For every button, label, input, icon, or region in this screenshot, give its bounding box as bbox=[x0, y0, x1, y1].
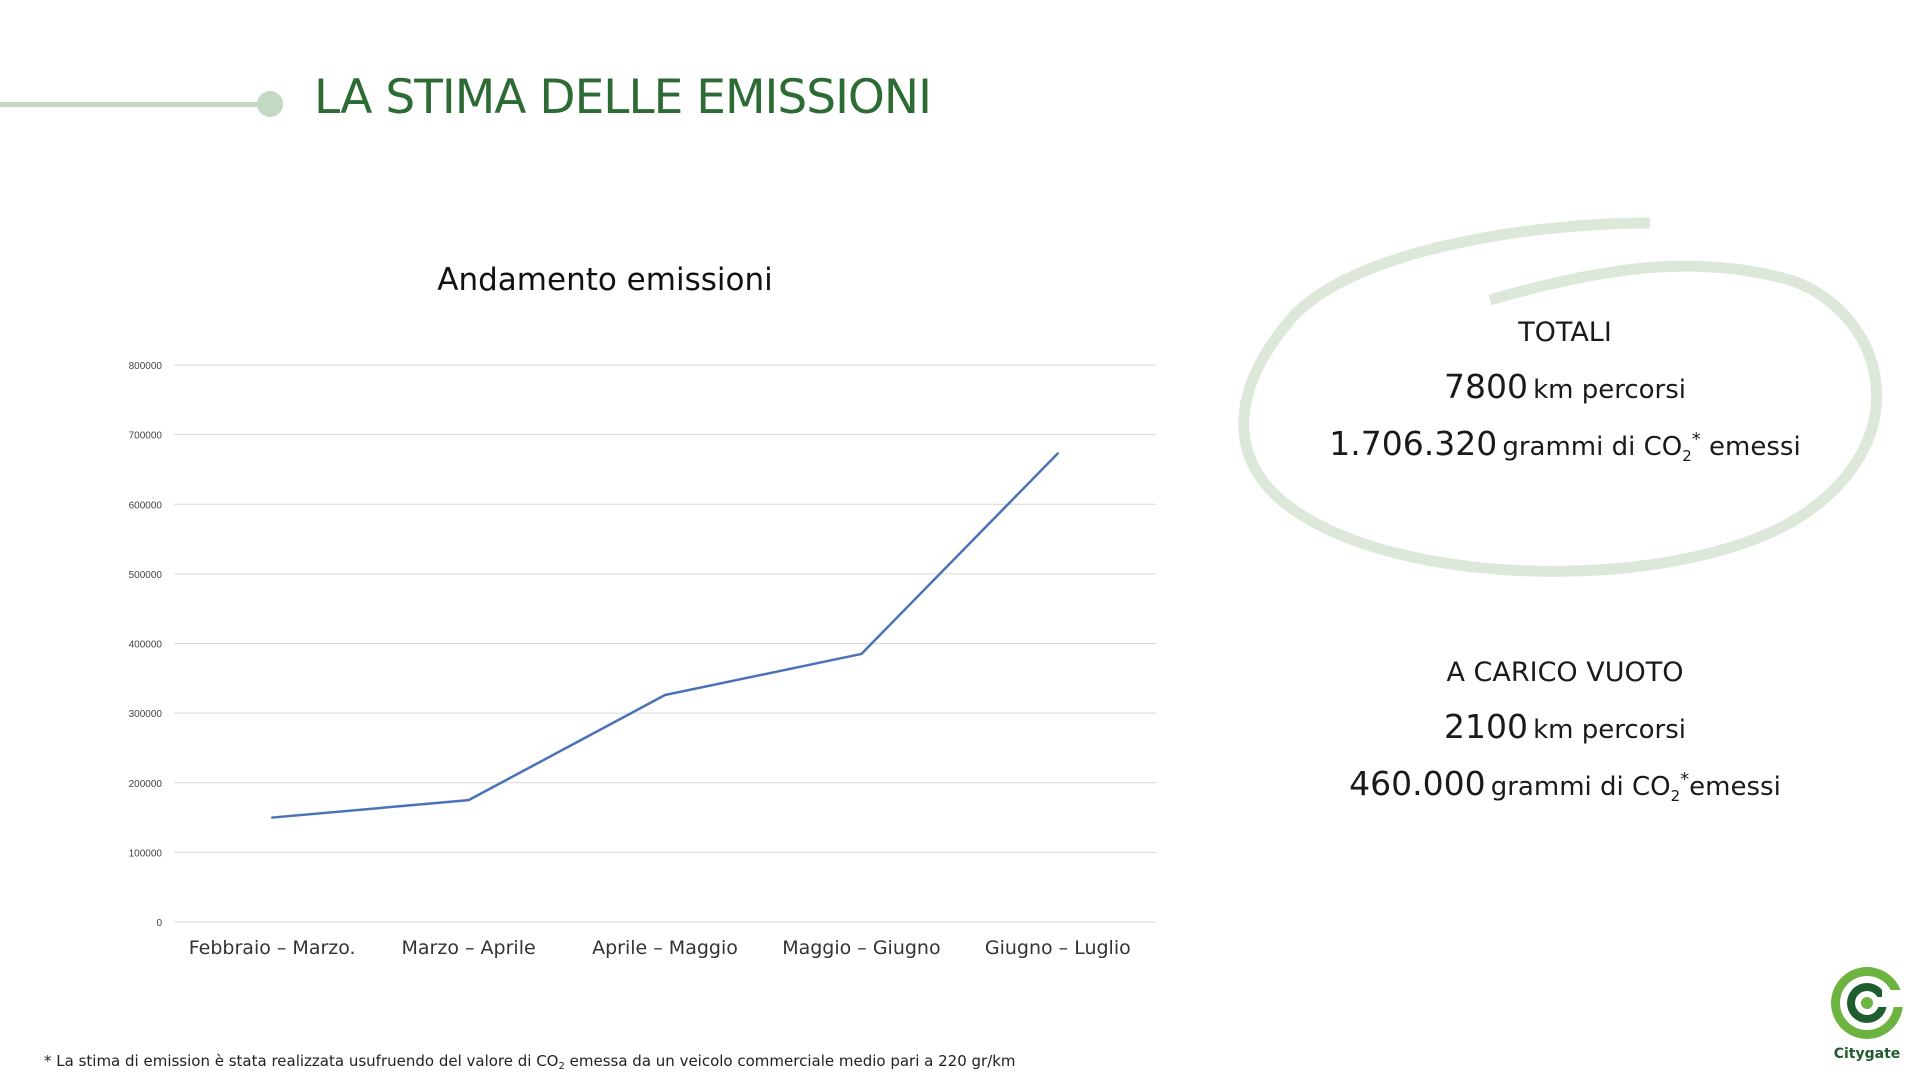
emissions-line-chart: 0 100000 200000 300000 400000 500000 600000 700… bbox=[129, 361, 1156, 959]
data-point bbox=[271, 816, 274, 819]
empty-load-block: A CARICO VUOTO 2100 km percorsi 460.000 … bbox=[1310, 659, 1820, 804]
data-point bbox=[1056, 452, 1060, 455]
empty-load-grams-value: 460.000 bbox=[1349, 764, 1486, 803]
empty-load-km-line: 2100 km percorsi bbox=[1310, 710, 1820, 743]
totals-grams-label: grammi di CO bbox=[1502, 432, 1683, 462]
x-tick-label: Maggio – Giugno bbox=[782, 937, 940, 959]
y-tick-label: 300000 bbox=[129, 709, 163, 720]
title-decoration-dot bbox=[257, 91, 283, 117]
totals-block: TOTALI 7800 km percorsi 1.706.320 grammi… bbox=[1310, 319, 1820, 464]
y-tick-label: 400000 bbox=[129, 640, 163, 651]
y-tick-label: 500000 bbox=[129, 570, 163, 581]
x-tick-label: Giugno – Luglio bbox=[985, 937, 1131, 959]
y-tick-label: 100000 bbox=[129, 848, 163, 859]
totals-co2-subscript: 2 bbox=[1682, 447, 1692, 465]
totals-grams-value: 1.706.320 bbox=[1329, 424, 1498, 463]
x-tick-label: Marzo – Aprile bbox=[402, 937, 536, 959]
totals-km-label: km percorsi bbox=[1533, 375, 1686, 405]
citygate-logo-text: Citygate bbox=[1833, 1046, 1901, 1062]
page-title: LA STIMA DELLE EMISSIONI bbox=[314, 70, 932, 125]
y-tick-label: 200000 bbox=[129, 779, 163, 790]
totals-asterisk: * bbox=[1691, 429, 1701, 450]
title-decoration-line bbox=[0, 102, 262, 107]
citygate-logo: Citygate bbox=[1824, 962, 1910, 1062]
stats-ellipse-decoration bbox=[1238, 217, 1883, 577]
empty-load-grams-suffix: emessi bbox=[1689, 772, 1781, 802]
y-tick-label: 800000 bbox=[129, 361, 163, 372]
x-tick-label: Febbraio – Marzo. bbox=[189, 937, 356, 959]
empty-load-grams-label: grammi di CO bbox=[1490, 772, 1671, 802]
chart-title: Andamento emissioni bbox=[437, 262, 773, 298]
empty-load-asterisk: * bbox=[1680, 769, 1690, 790]
data-point bbox=[860, 652, 863, 656]
y-tick-label: 0 bbox=[156, 918, 162, 929]
footnote-suffix: emessa da un veicolo commerciale medio p… bbox=[564, 1052, 1016, 1070]
empty-load-co2-subscript: 2 bbox=[1670, 787, 1681, 805]
y-tick-label: 600000 bbox=[129, 500, 163, 511]
empty-load-grams-line: 460.000 grammi di CO2*emessi bbox=[1310, 767, 1820, 804]
footnote-prefix: * La stima di emission è stata realizzat… bbox=[44, 1052, 559, 1070]
empty-load-heading: A CARICO VUOTO bbox=[1446, 657, 1684, 688]
totals-grams-suffix: emessi bbox=[1709, 432, 1801, 462]
data-point bbox=[663, 693, 667, 697]
series-line bbox=[272, 452, 1059, 819]
footnote-subscript: 2 bbox=[558, 1061, 565, 1072]
totals-km-value: 7800 bbox=[1443, 367, 1528, 406]
empty-load-km-value: 2100 bbox=[1443, 707, 1528, 746]
data-point bbox=[467, 798, 470, 802]
totals-heading: TOTALI bbox=[1518, 317, 1612, 348]
totals-grams-line: 1.706.320 grammi di CO2* emessi bbox=[1310, 427, 1820, 464]
footnote: * La stima di emission è stata realizzat… bbox=[44, 1052, 1016, 1072]
citygate-logo-icon bbox=[1831, 967, 1908, 1039]
y-tick-label: 700000 bbox=[129, 431, 163, 442]
empty-load-km-label: km percorsi bbox=[1533, 715, 1686, 745]
x-tick-label: Aprile – Maggio bbox=[592, 937, 738, 959]
totals-km-line: 7800 km percorsi bbox=[1310, 370, 1820, 403]
